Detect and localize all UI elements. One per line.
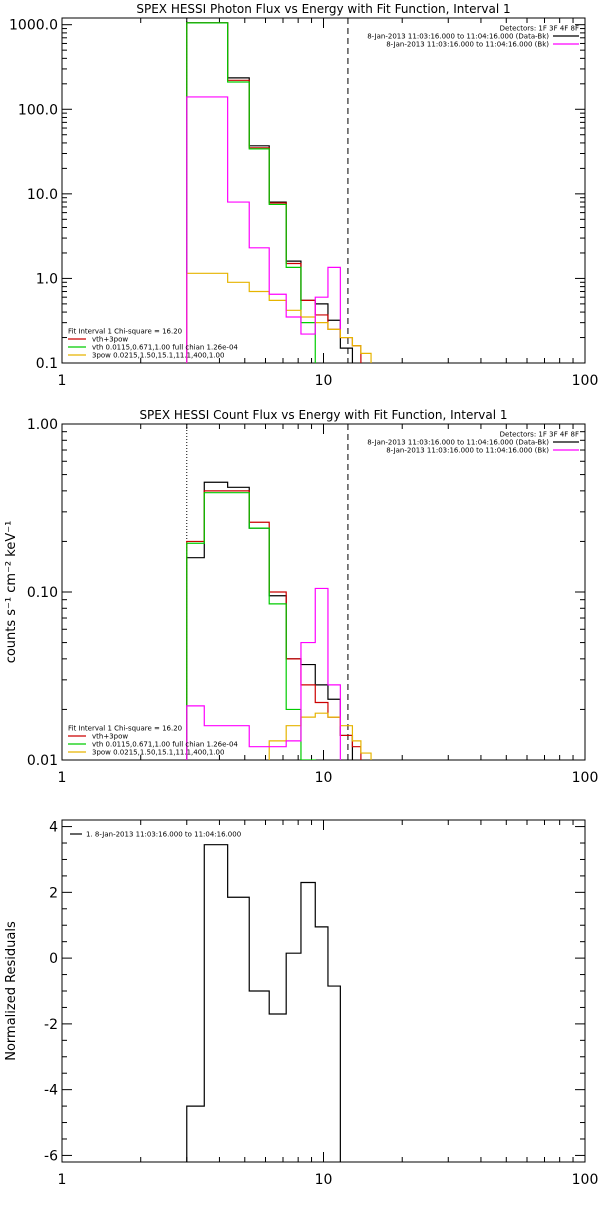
x-tick-label: 10 (315, 1172, 333, 1188)
y-tick-label: 1000.0 (9, 18, 58, 34)
chart-title: SPEX HESSI Photon Flux vs Energy with Fi… (136, 2, 510, 16)
legend-entry-text: Detectors: 1F 3F 4F 8F (500, 431, 579, 439)
series-line (186, 96, 341, 363)
x-axis: 1 10 100 (58, 820, 599, 1188)
x-axis: 1 10 100 (58, 18, 599, 389)
y-tick-label: 2 (49, 885, 58, 901)
legend-entry-text: 8-Jan-2013 11:03:16.000 to 11:04:16.000 … (367, 439, 549, 447)
legend-entry-text: 3pow 0.0215,1.50,15.1,11.1,400,1.00 (92, 749, 224, 757)
y-axis-label: counts s⁻¹ cm⁻² keV⁻¹ (4, 521, 19, 664)
y-tick-label: 1.0 (36, 271, 58, 287)
series-2 (186, 22, 362, 363)
plot-frame (61, 423, 586, 761)
chart-panel-3: 1 10 100 -6 -4 -2 0 2 4 Normalized Residuals 1. 8-… (4, 819, 599, 1188)
legend-bottom-left: Fit Interval 1 Chi-square = 16.20vth+3po… (68, 725, 238, 757)
series-line (186, 22, 316, 363)
y-tick-label: 10.0 (27, 187, 58, 203)
legend-top-left: 1. 8-Jan-2013 11:03:16.000 to 11:04:16.0… (70, 831, 241, 839)
y-tick-label: -4 (44, 1083, 58, 1099)
series-line (186, 587, 341, 760)
legend-top-right: Detectors: 1F 3F 4F 8F8-Jan-2013 11:03:1… (367, 25, 579, 49)
series-3 (186, 22, 316, 363)
legend-entry-text: 1. 8-Jan-2013 11:03:16.000 to 11:04:16.0… (86, 831, 241, 839)
chart-panel-2: SPEX HESSI Count Flux vs Energy with Fit… (4, 408, 599, 786)
y-tick-label: 0 (49, 951, 58, 967)
y-tick-label: 1.00 (27, 417, 58, 433)
legend-entry-text: Fit Interval 1 Chi-square = 16.20 (68, 725, 182, 733)
series-line (186, 492, 316, 760)
series-5 (186, 96, 341, 363)
legend-bottom-left: Fit Interval 1 Chi-square = 16.20vth+3po… (68, 328, 238, 360)
series-line (186, 844, 341, 1162)
chart-title: SPEX HESSI Count Flux vs Energy with Fit… (139, 408, 507, 422)
y-axis-label: Normalized Residuals (4, 921, 19, 1061)
series-2 (186, 490, 362, 760)
y-tick-label: -6 (44, 1148, 58, 1164)
series-line (186, 22, 362, 363)
x-tick-label: 100 (572, 1172, 599, 1188)
legend-entry-text: vth 0.0115,0.671,1.00 full chian 1.26e-0… (92, 741, 238, 749)
legend-top-right: Detectors: 1F 3F 4F 8F8-Jan-2013 11:03:1… (367, 431, 579, 455)
plot-frame (61, 819, 586, 1163)
series-group (186, 22, 372, 363)
y-tick-label: 0.1 (36, 356, 58, 372)
y-tick-label: 0.01 (27, 753, 58, 769)
series-group (186, 844, 341, 1162)
legend-entry-text: vth+3pow (92, 733, 128, 741)
y-tick-label: 0.10 (27, 585, 58, 601)
y-tick-label: 100.0 (18, 102, 58, 118)
series-1 (186, 844, 341, 1162)
y-tick-label: -2 (44, 1017, 58, 1033)
x-tick-label: 1 (58, 1172, 67, 1188)
legend-entry-text: Detectors: 1F 3F 4F 8F (500, 25, 579, 33)
legend-entry-text: 8-Jan-2013 11:03:16.000 to 11:04:16.000 … (386, 447, 549, 455)
x-tick-label: 1 (58, 770, 67, 786)
x-tick-label: 100 (572, 373, 599, 389)
legend-entry-text: 8-Jan-2013 11:03:16.000 to 11:04:16.000 … (367, 33, 549, 41)
series-3 (186, 492, 316, 760)
chart-panel-1: SPEX HESSI Photon Flux vs Energy with Fi… (9, 2, 599, 389)
legend-entry-text: 3pow 0.0215,1.50,15.1,11.1,400,1.00 (92, 352, 224, 360)
x-tick-label: 100 (572, 770, 599, 786)
x-tick-label: 10 (315, 770, 333, 786)
x-tick-label: 1 (58, 373, 67, 389)
series-5 (186, 587, 341, 760)
x-axis: 1 10 100 (58, 424, 599, 786)
legend-entry-text: vth 0.0115,0.671,1.00 full chian 1.26e-0… (92, 344, 238, 352)
series-line (186, 490, 362, 760)
series-group (186, 481, 372, 760)
y-axis: 0.1 1.0 10.0 100.0 1000.0 (9, 18, 585, 372)
legend-entry-text: vth+3pow (92, 336, 128, 344)
y-axis: 0.01 0.10 1.00 (27, 417, 585, 769)
legend-entry-text: Fit Interval 1 Chi-square = 16.20 (68, 328, 182, 336)
y-tick-label: 4 (49, 820, 58, 836)
plot-frame (61, 17, 586, 364)
legend-entry-text: 8-Jan-2013 11:03:16.000 to 11:04:16.000 … (386, 41, 549, 49)
x-tick-label: 10 (315, 373, 333, 389)
y-axis: -6 -4 -2 0 2 4 (44, 820, 585, 1164)
